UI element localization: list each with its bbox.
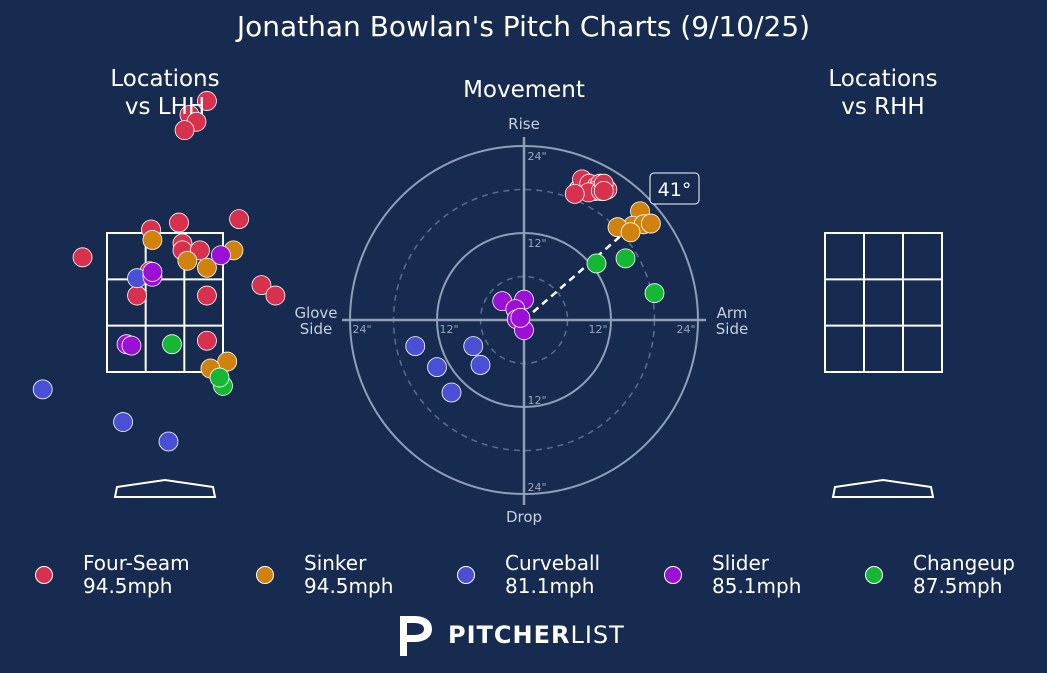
legend-marker	[664, 566, 682, 584]
pitch-point-curveball	[427, 357, 447, 378]
pitch-point-curveball	[158, 431, 179, 452]
pitch-point-four-seam	[593, 181, 614, 201]
arm-angle-badge: 41°	[649, 172, 700, 205]
logo-text-bold: PITCHER	[448, 621, 571, 649]
axis-label-rise: Rise	[508, 115, 540, 133]
axis-label-glove-side: Glove Side	[286, 305, 346, 337]
glove-side-line2: Side	[299, 320, 333, 338]
pitch-point-four-seam	[197, 91, 217, 111]
arm-angle-label: 41°	[658, 179, 692, 201]
ring-tick-label: 24"	[352, 323, 371, 336]
legend-pitch-velocity: 81.1mph	[505, 574, 595, 598]
pitch-point-four-seam	[197, 330, 217, 351]
rhh-home-plate	[831, 478, 935, 498]
pitch-point-four-seam	[229, 209, 249, 230]
pitch-point-curveball	[463, 336, 484, 357]
legend-pitch-velocity: 94.5mph	[83, 574, 173, 598]
pitch-point-curveball	[441, 382, 462, 403]
pitch-point-sinker	[197, 257, 217, 278]
rhh-title-line2: vs RHH	[841, 94, 925, 120]
pitch-point-changeup	[162, 334, 182, 355]
pitch-point-four-seam	[265, 285, 286, 306]
legend-pitch-velocity: 85.1mph	[712, 574, 802, 598]
legend-marker	[35, 566, 53, 584]
ring-tick-label: 12"	[439, 323, 458, 336]
home-plate-outline	[113, 478, 217, 498]
strike-zone-box	[106, 232, 224, 373]
pitcherlist-logo: PITCHERLIST	[396, 612, 636, 658]
ring-tick-label: 12"	[527, 237, 546, 250]
pitch-point-four-seam	[72, 247, 93, 268]
logo-text-light: LIST	[570, 621, 625, 649]
glove-side-line1: Glove	[294, 304, 338, 322]
pitch-point-sinker	[142, 230, 163, 250]
strike-zone-box	[824, 232, 943, 373]
legend-marker	[457, 566, 475, 584]
lhh-pitch-points	[32, 91, 286, 452]
movement-ring-labels: 24" 12" 12" 24" 24" 12" 12" 24"	[352, 150, 695, 494]
ring-tick-label: 24"	[676, 323, 695, 336]
pitch-point-curveball	[32, 379, 53, 400]
pitch-point-curveball	[405, 336, 426, 357]
lhh-title-line2: vs LHH	[124, 94, 206, 120]
arm-angle-badge-box	[649, 172, 700, 205]
rhh-panel-title: Locations vs RHH	[803, 65, 963, 121]
legend-pitch-name: Changeup	[913, 551, 1015, 575]
legend-pitch-velocity: 87.5mph	[913, 574, 1003, 598]
axis-label-arm-side: Arm Side	[702, 305, 762, 337]
pitch-point-curveball	[113, 412, 133, 432]
pitch-point-four-seam	[174, 120, 195, 141]
pitch-point-slider	[121, 335, 142, 356]
pitch-point-changeup	[209, 367, 230, 388]
ring-tick-label: 12"	[588, 323, 607, 336]
chart-title: Jonathan Bowlan's Pitch Charts (9/10/25)	[236, 10, 811, 43]
pitch-point-sinker	[640, 213, 661, 234]
legend-pitch-name: Sinker	[304, 551, 367, 575]
movement-panel-title: Movement	[463, 77, 585, 103]
pitch-point-four-seam	[197, 285, 217, 306]
lhh-title-line1: Locations	[110, 66, 220, 92]
pitch-point-changeup	[644, 283, 665, 304]
ring-tick-label: 24"	[527, 481, 546, 494]
arm-side-line1: Arm	[716, 304, 748, 322]
legend-marker	[256, 566, 274, 584]
legend-pitch-velocity: 94.5mph	[304, 574, 394, 598]
lhh-panel-title: Locations vs LHH	[85, 65, 245, 121]
ring-tick-label: 12"	[527, 394, 546, 407]
pitch-point-sinker	[177, 250, 198, 271]
legend-pitch-name: Curveball	[505, 551, 601, 575]
arm-side-line2: Side	[715, 320, 749, 338]
pitch-point-changeup	[615, 248, 636, 269]
pitcherlist-p-icon	[400, 616, 432, 656]
pitch-point-four-seam	[564, 183, 585, 204]
axis-label-drop: Drop	[505, 508, 543, 526]
ring-tick-label: 24"	[527, 150, 546, 163]
lhh-home-plate	[113, 478, 217, 498]
legend-marker	[865, 566, 883, 584]
lhh-strike-zone	[106, 232, 224, 373]
pitch-point-four-seam	[251, 275, 272, 296]
pitch-point-changeup	[586, 253, 607, 274]
pitch-point-slider	[211, 245, 231, 266]
pitch-point-slider	[510, 307, 531, 328]
pitch-point-curveball	[470, 355, 491, 375]
pitch-point-sinker	[620, 222, 641, 243]
legend-pitch-name: Slider	[712, 551, 770, 575]
rhh-strike-zone	[824, 232, 943, 373]
home-plate-outline	[831, 478, 935, 498]
legend-pitch-name: Four-Seam	[83, 551, 190, 575]
pitch-point-four-seam	[169, 212, 189, 233]
pitch-point-four-seam	[127, 285, 147, 306]
pitch-point-slider	[142, 262, 163, 282]
pitch-point-sinker	[217, 351, 238, 372]
rhh-title-line1: Locations	[828, 66, 938, 92]
movement-pitch-points	[405, 169, 665, 403]
pitcherlist-wordmark: PITCHERLIST	[448, 621, 625, 649]
